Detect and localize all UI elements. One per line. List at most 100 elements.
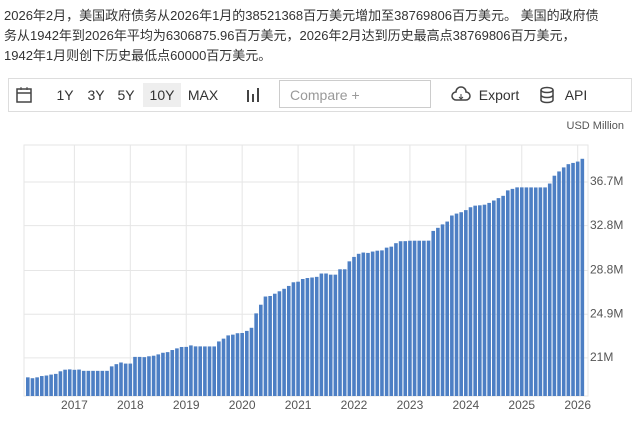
bar [324, 273, 328, 396]
x-tick-label: 2021 [285, 398, 312, 412]
x-tick-label: 2025 [508, 398, 535, 412]
bar [86, 370, 91, 396]
bar [375, 250, 380, 396]
chart-type-icon[interactable] [245, 86, 263, 104]
bar [533, 187, 538, 396]
bar [91, 370, 95, 396]
bar [212, 346, 216, 396]
y-tick-label: 32.8M [590, 218, 623, 232]
bar [468, 207, 473, 396]
bar [310, 277, 314, 396]
bar [459, 212, 463, 396]
bar [67, 369, 72, 396]
bar [515, 187, 519, 396]
bar [95, 370, 100, 396]
export-button[interactable]: Export [478, 87, 520, 103]
x-tick-label: 2018 [117, 398, 144, 412]
bar [314, 276, 319, 396]
x-tick-label: 2024 [452, 398, 479, 412]
bar [580, 158, 585, 396]
bar [63, 369, 67, 396]
bar [394, 243, 398, 396]
range-button[interactable]: 3Y [87, 87, 105, 103]
api-icon[interactable] [539, 86, 555, 104]
bar [240, 332, 244, 396]
export-icon[interactable] [451, 86, 471, 104]
range-button[interactable]: 10Y [143, 83, 181, 107]
bar [77, 369, 81, 396]
bar [49, 374, 53, 396]
bar [198, 346, 203, 396]
bar [380, 250, 384, 396]
bar [277, 291, 282, 396]
range-button[interactable]: 1Y [56, 87, 74, 103]
bar [496, 198, 501, 396]
compare-input[interactable]: Compare + [279, 80, 431, 108]
bar [557, 171, 561, 396]
bar [543, 187, 547, 396]
bar [347, 261, 352, 396]
unit-label: USD Million [567, 120, 624, 132]
bar [296, 281, 300, 396]
bar [426, 240, 431, 396]
x-tick-label: 2023 [397, 398, 424, 412]
bar [538, 187, 543, 396]
x-tick-label: 2026 [564, 398, 591, 412]
bar [170, 350, 175, 396]
bar [422, 240, 426, 396]
bar [137, 356, 142, 396]
bar [81, 370, 86, 396]
bar [72, 369, 77, 396]
bar [44, 375, 49, 396]
bar [510, 188, 515, 396]
bar [398, 241, 403, 396]
bar [207, 346, 212, 396]
bar [286, 285, 291, 396]
bar [300, 279, 305, 396]
bar [473, 205, 477, 396]
range-button[interactable]: 5Y [117, 87, 135, 103]
bar [389, 246, 394, 396]
description: 2026年2月，美国政府债务从2026年1月的38521368百万美元增加至38… [4, 6, 640, 66]
bar [254, 313, 258, 396]
bar [179, 346, 184, 396]
bar [440, 224, 445, 396]
bar [445, 221, 449, 396]
bar [575, 161, 580, 396]
bar [361, 252, 366, 396]
bar [147, 356, 151, 396]
bar [478, 205, 482, 396]
bar [501, 195, 505, 396]
bar [352, 256, 356, 396]
bar [268, 295, 272, 396]
bar [342, 269, 347, 396]
bar [30, 378, 35, 396]
bar [123, 363, 128, 396]
bar [245, 330, 249, 396]
bar [217, 341, 221, 396]
calendar-icon[interactable] [15, 86, 33, 104]
bar [305, 278, 310, 396]
bar [231, 334, 235, 396]
bar [328, 274, 333, 396]
bar [105, 370, 109, 396]
bar [338, 269, 342, 396]
bar [193, 346, 198, 396]
y-tick-label: 36.7M [590, 174, 623, 188]
bar [175, 348, 179, 396]
bar [282, 288, 286, 396]
bar [529, 187, 533, 396]
bar [235, 333, 240, 396]
bar [431, 230, 436, 396]
y-tick-label: 24.9M [590, 306, 623, 320]
api-button[interactable]: API [564, 87, 588, 103]
bar [142, 357, 147, 396]
bar [524, 187, 529, 396]
bar [128, 363, 133, 396]
bar [417, 240, 422, 396]
range-button[interactable]: MAX [187, 87, 219, 103]
description-line: 1942年1月则创下历史最低点60000百万美元。 [4, 48, 272, 63]
y-tick-label: 28.8M [590, 263, 623, 277]
bar [100, 370, 105, 396]
